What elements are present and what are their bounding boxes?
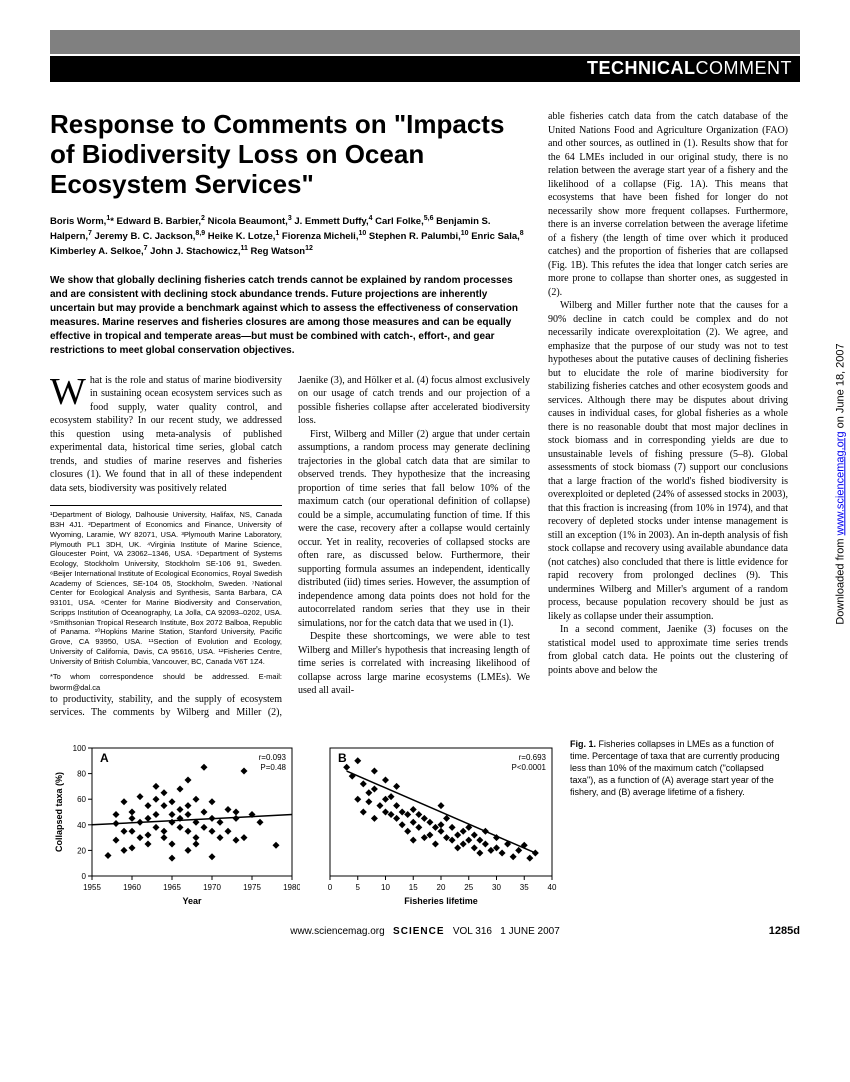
svg-text:1970: 1970 — [203, 883, 221, 892]
svg-text:Collapsed taxa (%): Collapsed taxa (%) — [54, 772, 64, 852]
svg-text:1975: 1975 — [243, 883, 261, 892]
svg-text:100: 100 — [73, 744, 87, 753]
svg-text:20: 20 — [437, 883, 446, 892]
svg-text:1980: 1980 — [283, 883, 300, 892]
body-columns: What is the role and status of marine bi… — [50, 374, 530, 720]
footer-url: www.sciencemag.org — [290, 926, 384, 937]
dropcap: W — [50, 374, 90, 408]
body-p4: Despite these shortcomings, we were able… — [298, 630, 530, 698]
svg-text:60: 60 — [77, 795, 86, 804]
svg-text:r=0.693: r=0.693 — [519, 753, 547, 762]
download-link[interactable]: www.sciencemag.org — [834, 432, 846, 536]
right-column-text: able fisheries catch data from the catch… — [548, 110, 788, 677]
svg-text:B: B — [338, 751, 347, 765]
svg-text:15: 15 — [409, 883, 418, 892]
svg-text:40: 40 — [548, 883, 557, 892]
footer-date: 1 JUNE 2007 — [500, 926, 559, 937]
svg-text:1960: 1960 — [123, 883, 141, 892]
svg-text:1965: 1965 — [163, 883, 181, 892]
svg-text:20: 20 — [77, 846, 86, 855]
svg-text:P=0.48: P=0.48 — [260, 763, 286, 772]
chart-a: 1955 1960 1965 1970 1975 1980 0 20 40 60 80 100 Coll… — [50, 738, 300, 908]
chart-b: 0 5 10 15 20 25 30 35 40 Fisheries lifetime Br=0.6… — [310, 738, 560, 908]
figure-1: 195519601965197019751980020406080100Coll… — [50, 738, 800, 908]
banner-light: COMMENT — [696, 58, 793, 78]
fig-label: Fig. 1. — [570, 739, 596, 749]
footer-vol: VOL 316 — [453, 926, 492, 937]
svg-text:1955: 1955 — [83, 883, 101, 892]
banner-bold: TECHNICAL — [587, 58, 696, 78]
svg-text:P<0.0001: P<0.0001 — [512, 763, 547, 772]
section-banner: TECHNICALCOMMENT — [50, 56, 800, 82]
figure-caption: Fig. 1. Fisheries collapses in LMEs as a… — [570, 738, 790, 908]
affiliations: ¹Department of Biology, Dalhousie Univer… — [50, 505, 282, 666]
abstract: We show that globally declining fisherie… — [50, 274, 530, 358]
svg-text:30: 30 — [492, 883, 501, 892]
download-note: Downloaded from www.sciencemag.org on Ju… — [834, 344, 846, 625]
footer-journal: SCIENCE — [393, 926, 444, 937]
correspondence: *To whom correspondence should be addres… — [50, 672, 282, 692]
svg-text:35: 35 — [520, 883, 529, 892]
article-title: Response to Comments on "Impacts of Biod… — [50, 110, 530, 200]
svg-text:80: 80 — [77, 769, 86, 778]
top-grey-bar — [50, 30, 800, 54]
svg-text:r=0.093: r=0.093 — [259, 753, 287, 762]
svg-text:25: 25 — [464, 883, 473, 892]
svg-text:5: 5 — [356, 883, 361, 892]
author-list: Boris Worm,1* Edward B. Barbier,2 Nicola… — [50, 214, 530, 260]
svg-text:0: 0 — [82, 872, 87, 881]
body-p3: First, Wilberg and Miller (2) argue that… — [298, 428, 530, 631]
right-p1: able fisheries catch data from the catch… — [548, 110, 788, 299]
svg-text:Year: Year — [182, 896, 202, 906]
svg-text:Fisheries lifetime: Fisheries lifetime — [404, 896, 478, 906]
right-p3: In a second comment, Jaenike (3) focuses… — [548, 623, 788, 677]
page-footer: www.sciencemag.org SCIENCE VOL 316 1 JUN… — [50, 926, 800, 937]
svg-text:0: 0 — [328, 883, 333, 892]
page-number: 1285d — [769, 925, 800, 937]
svg-text:A: A — [100, 751, 109, 765]
right-p2: Wilberg and Miller further note that the… — [548, 299, 788, 623]
fig-caption-text: Fisheries collapses in LMEs as a functio… — [570, 739, 780, 798]
svg-text:10: 10 — [381, 883, 390, 892]
svg-text:40: 40 — [77, 820, 86, 829]
